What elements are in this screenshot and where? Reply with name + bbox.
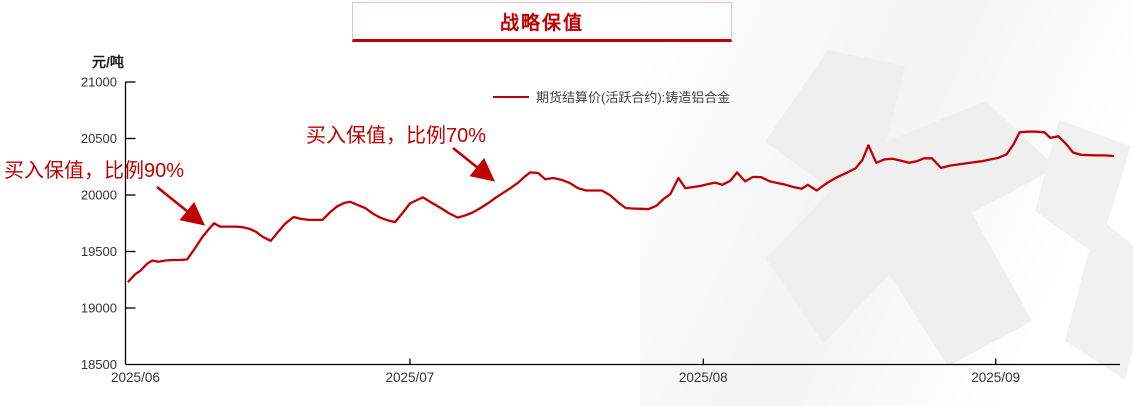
y-tick-label: 20500 — [81, 131, 117, 146]
chart-title-box: 战略保值 — [352, 2, 732, 42]
x-tick-labels: 2025/06 2025/07 2025/08 2025/09 — [111, 358, 1020, 385]
y-tick-label: 18500 — [81, 357, 117, 372]
price-line — [127, 130, 1115, 283]
y-tick-labels: 18500 19000 19500 20000 20500 21000 — [81, 75, 136, 372]
axes — [124, 82, 1120, 366]
x-tick-label: 2025/09 — [971, 370, 1020, 385]
legend-label: 期货结算价(活跃合约):铸造铝合金 — [536, 90, 731, 105]
legend: 期货结算价(活跃合约):铸造铝合金 — [493, 87, 730, 106]
y-axis-unit-label: 元/吨 — [92, 54, 124, 70]
x-tick-label: 2025/08 — [679, 370, 728, 385]
legend-line-swatch — [493, 95, 529, 98]
y-tick-label: 19000 — [81, 301, 117, 316]
chart-title: 战略保值 — [499, 12, 584, 34]
y-tick-label: 21000 — [81, 75, 117, 90]
y-tick-label: 19500 — [81, 244, 117, 259]
annotation-hedge-90: 买入保值，比例90% — [4, 160, 185, 182]
x-tick-label: 2025/07 — [386, 370, 435, 385]
x-tick-label: 2025/06 — [111, 370, 160, 385]
annotation-hedge-70: 买入保值，比例70% — [306, 125, 487, 147]
y-tick-label: 20000 — [81, 188, 117, 203]
annotation-arrows — [156, 146, 496, 226]
